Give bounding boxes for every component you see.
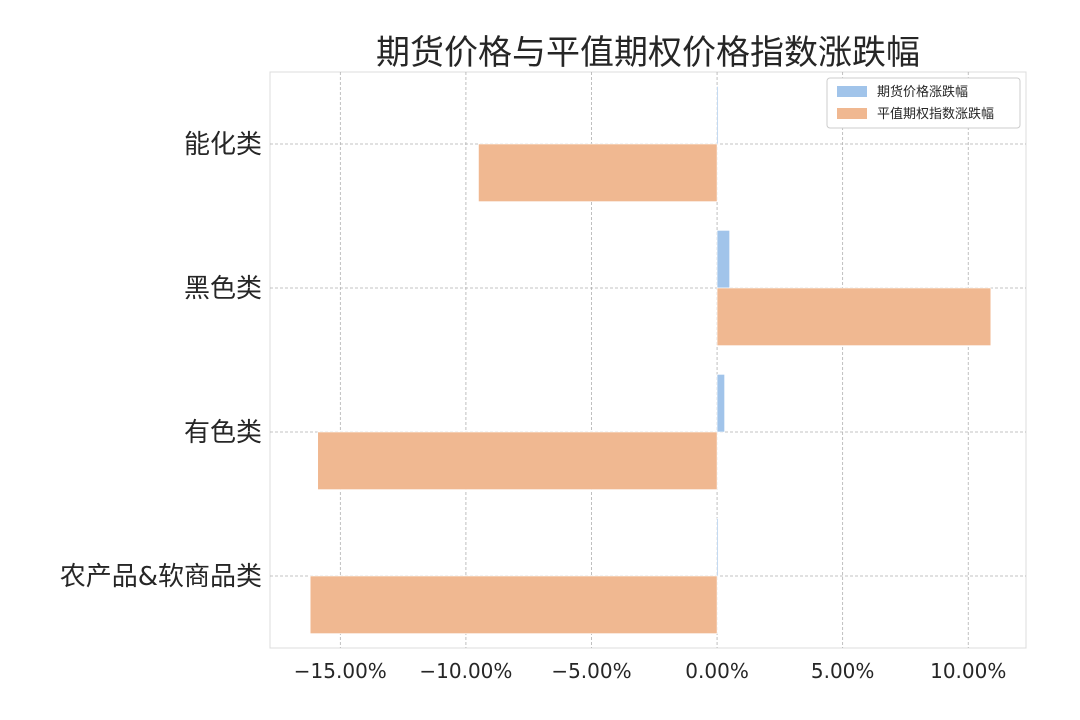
bar-futures [716,230,730,289]
x-tick-label: −5.00% [551,659,631,683]
x-tick-label: −15.00% [294,659,387,683]
category-label: 有色类 [184,418,262,448]
bar-options [309,575,718,634]
chart-title: 期货价格与平值期权价格指数涨跌幅 [376,33,920,73]
x-tick-label: 0.00% [685,659,749,683]
bar-futures [716,86,719,145]
bars [309,86,992,634]
value-axis: −15.00% −10.00% −5.00% 0.00% 5.00% 10.00% [294,659,1007,683]
category-label: 能化类 [184,130,262,160]
x-tick-label: 5.00% [811,659,875,683]
x-tick-label: 10.00% [930,659,1006,683]
legend-swatch-futures [837,86,867,97]
bar-options [478,143,718,202]
bar-options [716,287,992,346]
x-tick-label: −10.00% [419,659,512,683]
bar-futures [716,518,719,577]
bar-futures [716,374,725,433]
bar-options [317,431,718,490]
legend-label-options: 平值期权指数涨跌幅 [877,106,994,122]
category-label: 黑色类 [184,274,262,304]
legend-swatch-options [837,108,867,119]
category-label: 农产品&软商品类 [60,562,262,592]
legend-label-futures: 期货价格涨跌幅 [877,84,968,100]
legend: 期货价格涨跌幅 平值期权指数涨跌幅 [826,77,1021,129]
legend-box [826,77,1021,129]
